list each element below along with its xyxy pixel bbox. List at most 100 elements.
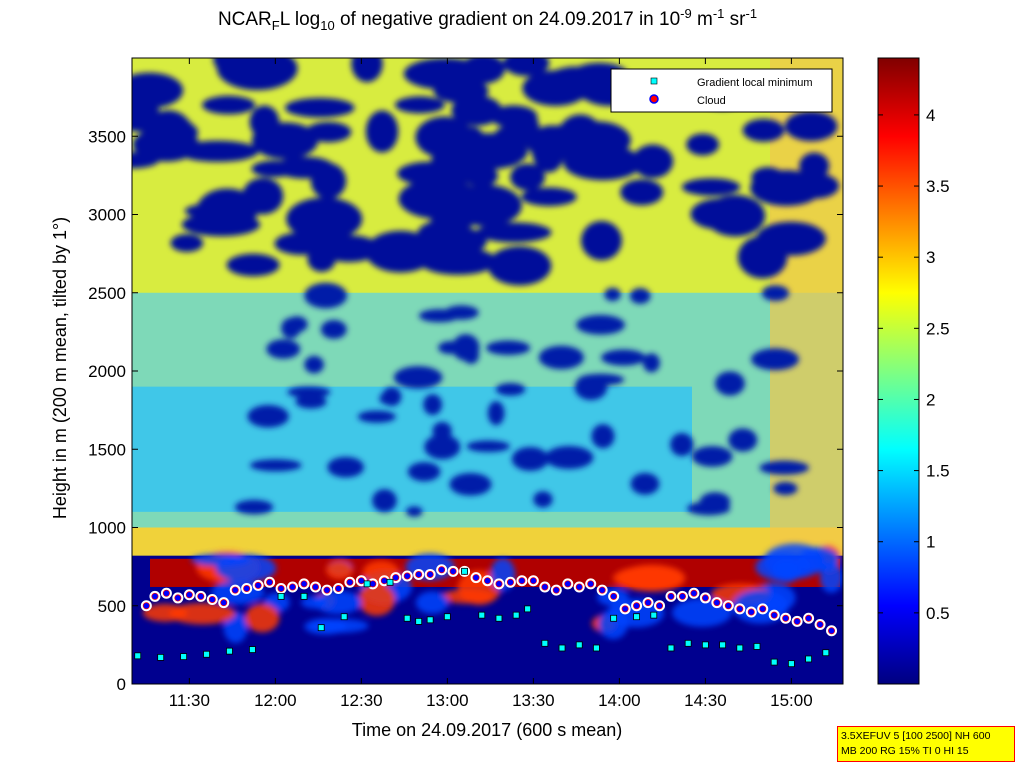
gradient-minimum-point xyxy=(633,613,640,621)
colorbar-tick-label: 0.5 xyxy=(926,604,950,623)
cloud-point-core xyxy=(610,593,617,600)
patch-mid xyxy=(511,447,549,471)
patch-mid xyxy=(670,433,694,457)
gradient-minimum-point xyxy=(134,652,142,660)
patch-upper xyxy=(784,111,838,142)
patch-upper xyxy=(249,105,280,139)
gradient-minimum-point xyxy=(478,611,486,619)
patch-mid xyxy=(759,460,810,475)
gradient-minimum-point xyxy=(226,647,233,655)
patch-mid xyxy=(372,489,397,513)
patch-mid xyxy=(405,506,423,517)
patch-mid xyxy=(533,491,553,508)
gradient-minimum-point xyxy=(650,611,658,619)
patch-upper xyxy=(681,178,741,196)
cloud-point-core xyxy=(702,595,709,601)
gradient-minimum-point xyxy=(277,592,285,600)
patch-mid xyxy=(449,472,492,496)
patch-mid xyxy=(234,499,274,515)
gradient-minimum-point xyxy=(701,641,709,649)
colorbar-tick-label: 1.5 xyxy=(926,462,950,481)
heatmap-patches xyxy=(132,58,843,644)
cloud-point-core xyxy=(163,590,170,597)
patch-mid xyxy=(591,424,615,449)
cloud-point-core xyxy=(175,595,181,601)
patch-upper xyxy=(522,70,589,107)
cloud-point-core xyxy=(335,585,342,592)
patch-mid xyxy=(393,366,443,389)
patch-mid xyxy=(751,348,799,371)
cloud-point-core xyxy=(771,612,777,618)
patch-upper xyxy=(170,234,204,252)
patch-mid xyxy=(423,394,443,415)
cloud-point-core xyxy=(473,574,479,581)
y-tick-label: 3000 xyxy=(88,206,126,225)
patch-upper xyxy=(305,121,352,143)
patch-upper xyxy=(132,152,159,169)
cloud-point-core xyxy=(370,581,376,587)
cloud-point-core xyxy=(438,566,445,573)
patch-mid xyxy=(486,340,531,356)
patch-mid xyxy=(287,386,331,398)
colorbar-tick-label: 4 xyxy=(926,106,935,125)
patch-mid xyxy=(495,382,526,396)
patch-mid xyxy=(452,334,480,361)
x-tick-label: 12:30 xyxy=(340,691,383,710)
cloud-point-core xyxy=(530,577,537,584)
y-tick-label: 1500 xyxy=(88,440,126,459)
gradient-minimum-point xyxy=(610,614,618,622)
patch-upper xyxy=(286,197,363,241)
patch-mid xyxy=(715,371,745,396)
gradient-minimum-point xyxy=(403,614,411,622)
patch-mid xyxy=(604,287,621,302)
x-tick-label: 11:30 xyxy=(169,691,210,710)
cloud-point-core xyxy=(725,602,732,609)
cloud-point-core xyxy=(507,579,514,586)
patch-mid xyxy=(576,315,625,335)
cloud-point-core xyxy=(392,574,399,581)
colorbar-tick-label: 3 xyxy=(926,248,935,267)
cloud-point-core xyxy=(209,596,216,603)
x-tick-label: 13:30 xyxy=(512,691,555,710)
heatmap-top-band xyxy=(132,527,843,556)
gradient-minimum-point xyxy=(180,653,188,661)
patch-mid xyxy=(295,394,327,409)
cloud-point-core xyxy=(656,602,663,609)
colorbar-ticks: 0.5 1 1.5 2 2.5 3 3.5 4 xyxy=(878,106,950,623)
patch-mid xyxy=(642,353,660,373)
legend-marker-cloud xyxy=(649,94,659,104)
gradient-minimum-point xyxy=(575,641,583,649)
gradient-minimum-point xyxy=(249,646,256,653)
patch-mid xyxy=(304,282,348,309)
y-tick-label: 1000 xyxy=(88,519,126,538)
patch-mid xyxy=(630,472,660,495)
cloud-point-core xyxy=(312,584,319,590)
patch-mid xyxy=(247,405,289,428)
gradient-minimum-point xyxy=(340,613,348,621)
gradient-minimum-point xyxy=(426,616,434,624)
cloud-point-core xyxy=(496,581,502,587)
patch-mid xyxy=(407,462,441,482)
cloud-point-core xyxy=(415,571,422,578)
patch-upper xyxy=(510,163,546,191)
x-tick-label: 13:00 xyxy=(426,691,469,710)
cloud-point-core xyxy=(794,618,800,625)
axes: 11:30 12:00 12:30 13:00 13:30 14:00 14:30 15:00… xyxy=(88,58,843,710)
y-tick-label: 2000 xyxy=(88,362,126,381)
cloud-point-core xyxy=(782,615,789,622)
patch-mid xyxy=(699,492,731,512)
patch-mid xyxy=(379,392,398,405)
y-tick-label: 0 xyxy=(117,675,126,694)
patch-mid xyxy=(577,373,625,386)
gradient-minimum-point xyxy=(805,655,812,663)
x-tick-label: 15:00 xyxy=(770,691,813,710)
patch-boundary xyxy=(358,583,396,616)
gradient-minimum-point xyxy=(593,644,600,652)
patch-mid xyxy=(466,440,511,453)
cloud-point-core xyxy=(542,584,548,590)
patch-upper xyxy=(318,235,380,263)
gradient-minimum-point xyxy=(386,578,394,586)
info-line-1: 3.5XEFUV 5 [100 2500] NH 600 xyxy=(841,730,991,742)
patch-upper xyxy=(581,220,622,261)
cloud-point-core xyxy=(143,602,150,609)
